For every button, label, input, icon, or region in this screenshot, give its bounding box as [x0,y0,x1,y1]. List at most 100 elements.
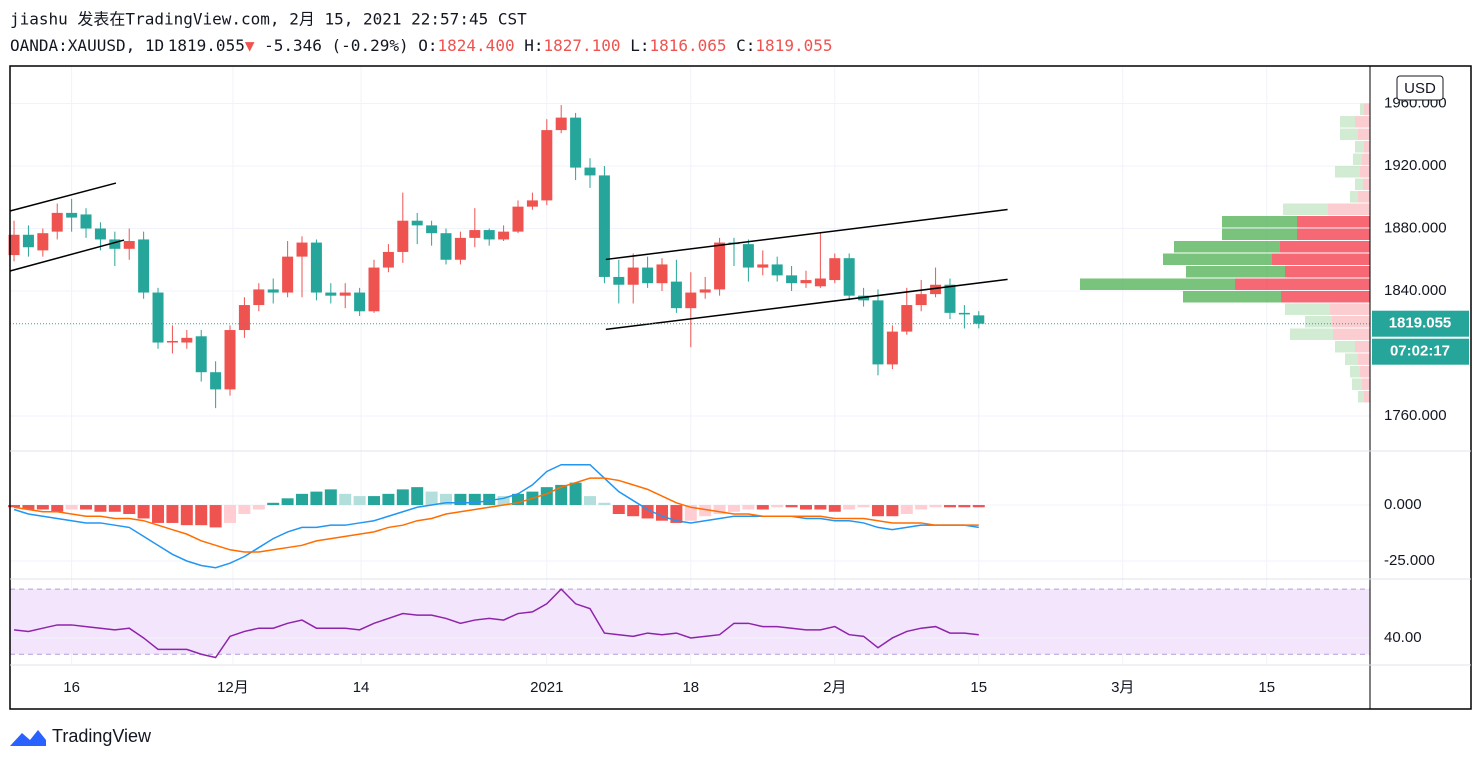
profile-up [1335,340,1355,353]
histogram-bar [598,502,611,506]
profile-down [1285,265,1370,278]
x-tick-label: 3月 [1111,679,1134,696]
histogram-bar [886,505,899,517]
candle-body [930,284,942,295]
candle-body [958,312,970,315]
histogram-bar [871,505,884,517]
candle-body [454,237,466,260]
histogram-bar [684,505,697,521]
histogram-bar [123,505,136,514]
candle-body [253,289,265,306]
y-tick-label: 0.000 [1384,496,1422,513]
histogram-bar [324,489,337,506]
candle-body [627,267,639,285]
histogram-bar [612,505,625,514]
histogram-bar [22,505,35,510]
profile-up [1340,116,1355,128]
histogram-bar [238,505,251,514]
histogram-bar [771,505,784,508]
candle-body [771,264,783,276]
profile-down [1364,141,1370,153]
profile-down [1360,365,1370,378]
profile-down [1362,378,1370,390]
candle-body [109,239,121,249]
profile-up [1174,241,1280,253]
candle-body [598,175,610,277]
histogram-bar [80,505,93,510]
histogram-bar [8,505,21,508]
candle-body [426,225,438,234]
l-value: 1816.065 [649,36,726,55]
candle-body [915,294,927,306]
profile-up [1186,265,1285,278]
trend-line [9,182,117,212]
profile-down [1355,116,1370,128]
y-tick-label: 1880.000 [1384,219,1447,236]
candle-body [138,239,150,293]
histogram-bar [569,482,582,506]
profile-down [1333,328,1370,340]
profile-up [1355,141,1364,153]
countdown: 07:02:17 [1390,343,1450,360]
candle-body [368,267,380,312]
profile-down [1360,166,1370,178]
candle-body [872,300,884,365]
profile-down [1332,315,1370,328]
histogram-bar [583,496,596,506]
profile-up [1305,315,1332,328]
h-value: 1827.100 [543,36,620,55]
candle-body [757,264,769,268]
symbol: OANDA:XAUUSD, 1D [10,36,164,55]
indicator-line [13,464,979,569]
profile-down [1297,228,1370,241]
profile-down [1355,340,1370,353]
candle-body [800,280,812,284]
y-tick-label: 1840.000 [1384,282,1447,299]
candle-body [339,292,351,296]
profile-up [1222,216,1297,228]
indicator-line [13,477,979,553]
candle-body [195,336,207,373]
candle-body [829,258,841,281]
candle-body [166,340,178,343]
candle-body [8,234,20,256]
last: 1819.055 [168,36,245,55]
histogram-bar [65,505,78,510]
profile-down [1362,153,1370,166]
candle-body [66,212,78,218]
candle-body [411,220,423,226]
profile-up [1350,191,1358,203]
candle-body [901,305,913,332]
candle-body [483,230,495,240]
candle-body [296,242,308,257]
histogram-bar [267,502,280,506]
histogram-bar [540,487,553,506]
histogram-bar [497,496,510,506]
x-tick-label: 2021 [530,679,563,696]
arrow: ▼ [245,36,255,55]
histogram-bar [799,505,812,510]
trend-line [9,239,125,272]
candle-body [699,289,711,293]
profile-up [1283,203,1328,216]
candle-body [152,292,164,343]
profile-down [1272,253,1370,265]
candle-body [786,275,798,284]
histogram-bar [396,489,409,506]
histogram-bar [915,505,928,510]
candle-body [541,130,553,201]
histogram-bar [857,505,870,508]
x-tick-label: 12月 [217,679,249,696]
c-key: C: [736,36,755,55]
candle-body [440,233,452,260]
candle-body [656,264,668,284]
h-key: H: [524,36,543,55]
histogram-bar [483,493,496,506]
logo-icon [10,730,46,746]
histogram-bar [137,505,150,519]
histogram-bar [108,505,121,512]
profile-down [1281,290,1370,303]
histogram-bar [51,505,64,512]
x-tick-label: 16 [63,679,80,696]
